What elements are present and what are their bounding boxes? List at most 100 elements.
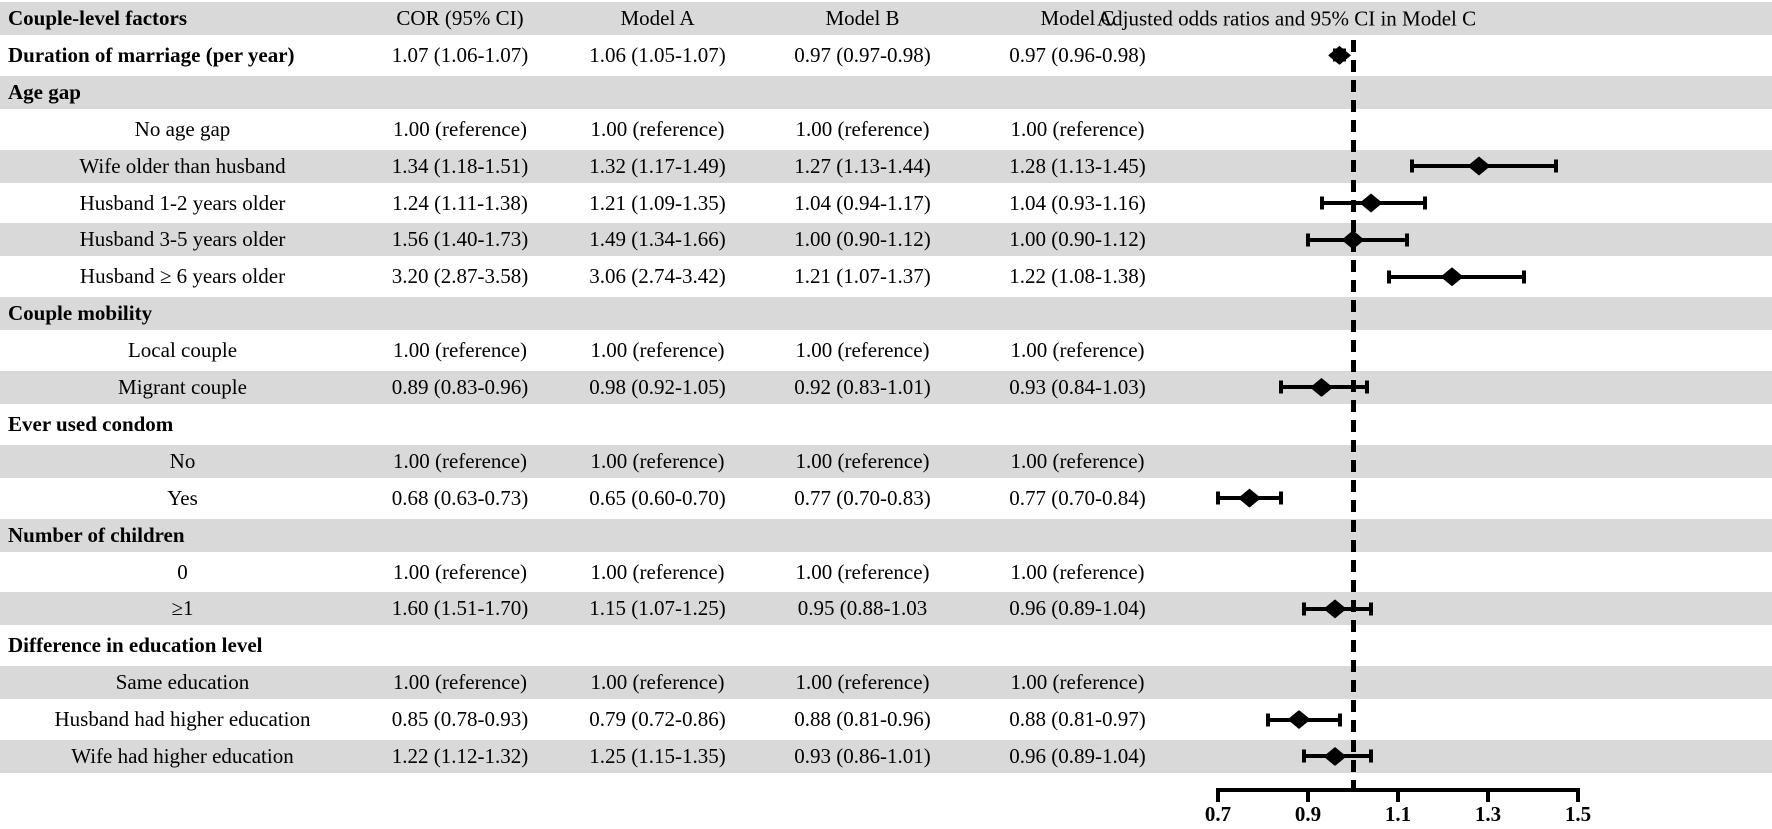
model-c-value: 0.88 (0.81-0.97) bbox=[1009, 707, 1146, 732]
x-axis-line bbox=[1216, 788, 1580, 792]
table-row: Duration of marriage (per year) 1.07 (1.0… bbox=[0, 37, 1772, 74]
table-header-row: Couple-level factors COR (95% CI) Model … bbox=[0, 0, 1772, 37]
table-row: 0 1.00 (reference) 1.00 (reference) 1.00 (r… bbox=[0, 554, 1772, 591]
factor-label: Number of children bbox=[8, 522, 185, 547]
table-row: ≥1 1.60 (1.51-1.70) 1.15 (1.07-1.25) 0.95 (… bbox=[0, 590, 1772, 628]
axis-tick-label: 1.1 bbox=[1384, 802, 1412, 826]
factor-label: No age gap bbox=[134, 116, 231, 141]
factor-label: Migrant couple bbox=[118, 375, 247, 399]
table-row: Wife had higher education 1.22 (1.12-1.32… bbox=[0, 738, 1772, 775]
model-a-value: 1.00 (reference) bbox=[590, 338, 725, 363]
model-c-value: 1.28 (1.13-1.45) bbox=[1009, 153, 1146, 178]
factor-label: Ever used condom bbox=[8, 411, 174, 436]
cor-value: 1.34 (1.18-1.51) bbox=[391, 153, 529, 178]
model-c-value: 0.77 (0.70-0.84) bbox=[1009, 485, 1146, 510]
cor-value: 1.00 (reference) bbox=[392, 448, 528, 473]
model-c-value: 1.00 (reference) bbox=[1010, 448, 1145, 473]
factor-label: Yes bbox=[167, 485, 198, 510]
factor-label: No bbox=[169, 448, 196, 473]
table-row: Migrant couple 0.89 (0.83-0.96) 0.98 (0.92… bbox=[0, 369, 1772, 406]
axis-tick bbox=[1306, 788, 1310, 802]
model-c-value: 1.00 (reference) bbox=[1010, 670, 1145, 695]
factor-label: ≥1 bbox=[171, 596, 194, 621]
model-c-value: 0.96 (0.89-1.04) bbox=[1009, 744, 1146, 768]
model-c-value: 0.96 (0.89-1.04) bbox=[1009, 596, 1146, 621]
model-c-value: 1.04 (0.93-1.16) bbox=[1009, 190, 1146, 215]
factor-label: Couple mobility bbox=[8, 301, 153, 326]
model-b-value: 1.21 (1.07-1.37) bbox=[794, 264, 931, 289]
model-a-value: 1.49 (1.34-1.66) bbox=[589, 227, 726, 252]
model-a-value: 1.32 (1.17-1.49) bbox=[589, 153, 726, 178]
model-c-value: 1.22 (1.08-1.38) bbox=[1009, 264, 1146, 289]
model-b-value: 1.04 (0.94-1.17) bbox=[794, 190, 931, 215]
model-b-value: 0.77 (0.70-0.83) bbox=[794, 485, 931, 510]
section-row: Difference in education level bbox=[0, 627, 1772, 664]
model-a-value: 1.00 (reference) bbox=[590, 559, 725, 584]
model-c-value: 1.00 (reference) bbox=[1010, 116, 1145, 141]
cor-value: 1.07 (1.06-1.07) bbox=[391, 42, 529, 67]
cor-value: 1.00 (reference) bbox=[392, 559, 528, 584]
section-row: Age gap bbox=[0, 73, 1772, 111]
factor-label: Difference in education level bbox=[8, 633, 263, 658]
table-row: Local couple 1.00 (reference) 1.00 (refere… bbox=[0, 332, 1772, 369]
cor-value: 1.56 (1.40-1.73) bbox=[391, 227, 529, 252]
table-row: Husband 3-5 years older 1.56 (1.40-1.73) 1… bbox=[0, 221, 1772, 259]
factor-label: Wife older than husband bbox=[79, 153, 286, 178]
column-header-model-a: Model A bbox=[620, 6, 695, 30]
column-header-model-c: Model C bbox=[1040, 6, 1115, 30]
factor-label: Husband had higher education bbox=[54, 707, 311, 732]
model-b-value: 0.92 (0.83-1.01) bbox=[794, 375, 931, 399]
section-row: Ever used condom bbox=[0, 406, 1772, 443]
cor-value: 1.24 (1.11-1.38) bbox=[392, 190, 528, 215]
factor-label: Wife had higher education bbox=[71, 744, 294, 768]
cor-value: 1.00 (reference) bbox=[392, 116, 528, 141]
factor-label: Husband ≥ 6 years older bbox=[79, 264, 286, 289]
model-b-value: 0.97 (0.97-0.98) bbox=[794, 42, 931, 67]
model-c-value: 1.00 (reference) bbox=[1010, 559, 1145, 584]
model-b-value: 1.00 (reference) bbox=[795, 338, 930, 363]
factor-label: 0 bbox=[177, 559, 188, 584]
table-row: Same education 1.00 (reference) 1.00 (refe… bbox=[0, 664, 1772, 702]
axis-tick-label: 1.3 bbox=[1474, 802, 1502, 826]
forest-plot-title: Adjusted odds ratios and 95% CI in Model… bbox=[1097, 6, 1477, 30]
table-row: Yes 0.68 (0.63-0.73) 0.65 (0.60-0.70) 0.77 … bbox=[0, 480, 1772, 517]
model-b-value: 1.00 (reference) bbox=[795, 116, 930, 141]
model-b-value: 0.88 (0.81-0.96) bbox=[794, 707, 931, 732]
axis-tick bbox=[1396, 788, 1400, 802]
factor-label: Same education bbox=[115, 670, 250, 695]
model-b-value: 1.00 (reference) bbox=[795, 670, 930, 695]
factor-label: Duration of marriage (per year) bbox=[8, 42, 295, 67]
cor-value: 1.00 (reference) bbox=[392, 338, 528, 363]
model-a-value: 0.98 (0.92-1.05) bbox=[589, 375, 726, 399]
cor-value: 0.68 (0.63-0.73) bbox=[391, 485, 529, 510]
axis-tick-label: 1.5 bbox=[1564, 802, 1592, 826]
model-c-value: 0.97 (0.96-0.98) bbox=[1009, 42, 1146, 67]
model-a-value: 0.79 (0.72-0.86) bbox=[589, 707, 726, 732]
table-row: No age gap 1.00 (reference) 1.00 (referenc… bbox=[0, 111, 1772, 148]
table-row: Wife older than husband 1.34 (1.18-1.51) 1… bbox=[0, 147, 1772, 185]
model-b-value: 1.00 (0.90-1.12) bbox=[794, 227, 931, 252]
section-row: Number of children bbox=[0, 516, 1772, 554]
axis-tick bbox=[1576, 788, 1580, 802]
cor-value: 1.60 (1.51-1.70) bbox=[391, 596, 529, 621]
factor-label: Husband 3-5 years older bbox=[79, 227, 286, 252]
cor-value: 0.89 (0.83-0.96) bbox=[391, 375, 529, 399]
factor-label: Local couple bbox=[127, 338, 238, 363]
cor-value: 1.00 (reference) bbox=[392, 670, 528, 695]
model-a-value: 1.15 (1.07-1.25) bbox=[589, 596, 726, 621]
factor-label: Age gap bbox=[8, 79, 81, 104]
section-row: Couple mobility bbox=[0, 295, 1772, 333]
cor-value: 0.85 (0.78-0.93) bbox=[391, 707, 529, 732]
model-a-value: 1.21 (1.09-1.35) bbox=[589, 190, 726, 215]
model-b-value: 1.00 (reference) bbox=[795, 448, 930, 473]
column-header-model-b: Model B bbox=[825, 6, 900, 30]
model-c-value: 1.00 (reference) bbox=[1010, 338, 1145, 363]
model-a-value: 1.00 (reference) bbox=[590, 448, 725, 473]
axis-tick bbox=[1216, 788, 1220, 802]
table-row: No 1.00 (reference) 1.00 (reference) 1.00 (… bbox=[0, 442, 1772, 480]
model-b-value: 0.93 (0.86-1.01) bbox=[794, 744, 931, 768]
axis-tick-label: 0.7 bbox=[1204, 802, 1232, 826]
model-b-value: 1.27 (1.13-1.44) bbox=[794, 153, 931, 178]
model-b-value: 1.00 (reference) bbox=[795, 559, 930, 584]
